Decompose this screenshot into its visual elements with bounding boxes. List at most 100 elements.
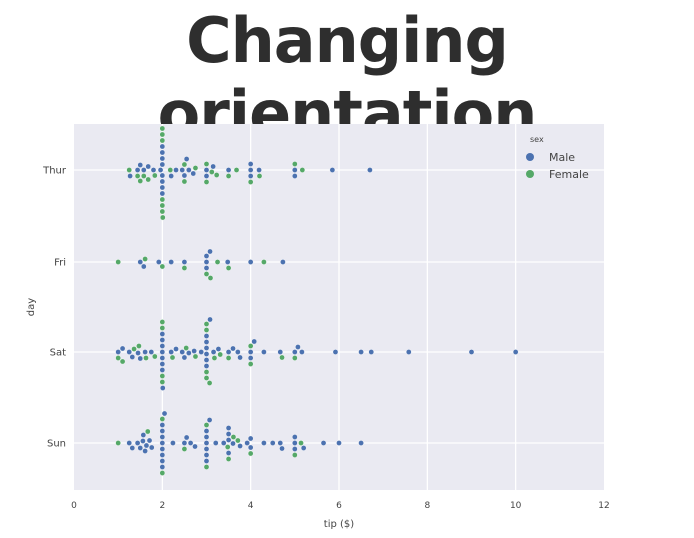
point-male-sun — [320, 440, 327, 446]
point-male-thur — [127, 173, 133, 179]
point-male-sun — [140, 438, 146, 444]
point-male-thur — [159, 190, 166, 197]
point-male-thur — [210, 163, 216, 170]
point-male-sat — [358, 349, 364, 355]
point-male-sat — [203, 363, 210, 369]
point-female-sat — [203, 321, 210, 327]
y-tick-label: Sun — [47, 439, 66, 450]
point-male-fri — [280, 259, 286, 265]
point-male-thur — [203, 167, 210, 173]
point-female-sat — [115, 355, 121, 361]
point-female-sun — [203, 422, 210, 428]
point-male-sun — [183, 434, 190, 441]
point-male-sun — [277, 440, 284, 446]
point-male-sat — [405, 349, 412, 355]
point-female-sat — [192, 353, 199, 360]
point-female-thur — [167, 167, 174, 173]
point-female-sun — [159, 416, 166, 422]
point-female-thur — [159, 214, 166, 221]
point-male-sat — [119, 345, 126, 352]
point-male-fri — [203, 253, 210, 259]
point-male-thur — [140, 167, 147, 173]
point-male-sat — [207, 316, 213, 323]
point-male-sat — [292, 349, 298, 355]
point-male-fri — [181, 259, 188, 265]
point-female-fri — [181, 265, 188, 271]
point-female-fri — [261, 259, 267, 265]
point-male-thur — [183, 156, 190, 162]
x-tick-label: 6 — [336, 501, 342, 511]
point-male-sun — [225, 450, 232, 456]
y-tick-label: Sat — [50, 348, 66, 359]
legend: sex Male Female — [526, 135, 589, 181]
point-male-sun — [159, 440, 166, 446]
point-male-sun — [159, 464, 166, 470]
point-female-fri — [159, 263, 166, 270]
point-female-thur — [159, 202, 166, 209]
point-male-sun — [142, 448, 148, 454]
point-male-sun — [279, 445, 285, 452]
point-female-sat — [143, 355, 149, 361]
point-male-sat — [186, 350, 192, 356]
point-female-thur — [256, 173, 263, 179]
point-male-sat — [173, 346, 179, 352]
point-female-thur — [292, 161, 298, 167]
point-female-thur — [159, 125, 166, 132]
point-male-thur — [256, 167, 262, 173]
point-female-thur — [145, 176, 151, 183]
point-male-thur — [159, 161, 166, 168]
point-male-fri — [207, 248, 213, 255]
point-male-thur — [292, 173, 298, 179]
legend-marker-male — [526, 153, 534, 161]
point-male-sat — [235, 349, 241, 355]
point-male-thur — [159, 143, 166, 150]
point-female-sun — [144, 428, 151, 435]
point-male-sun — [336, 440, 342, 446]
point-male-thur — [292, 167, 298, 173]
point-male-sun — [206, 417, 213, 423]
point-female-sat — [203, 327, 210, 333]
point-male-fri — [203, 259, 210, 265]
point-male-sun — [148, 444, 155, 451]
point-female-thur — [126, 167, 133, 173]
point-female-thur — [192, 165, 199, 171]
point-female-sat — [136, 343, 142, 349]
point-male-thur — [247, 161, 254, 167]
point-male-sat — [203, 357, 210, 363]
point-male-sat — [159, 337, 166, 343]
point-male-fri — [168, 259, 174, 265]
point-male-sun — [159, 434, 166, 440]
point-male-sat — [203, 339, 210, 345]
point-male-thur — [203, 173, 210, 179]
point-female-thur — [137, 178, 144, 184]
point-male-sat — [159, 343, 166, 349]
x-tick-label: 2 — [159, 501, 165, 511]
point-female-sat — [279, 354, 285, 361]
point-male-sun — [137, 445, 144, 451]
point-male-sat — [225, 349, 232, 355]
point-male-fri — [203, 265, 210, 271]
point-male-sun — [358, 440, 364, 446]
point-male-sun — [203, 440, 210, 446]
point-male-thur — [134, 167, 141, 173]
point-female-thur — [181, 178, 188, 185]
point-male-sun — [225, 431, 232, 437]
point-male-sat — [159, 367, 166, 373]
point-female-sat — [292, 355, 298, 361]
point-female-thur — [213, 172, 220, 178]
point-male-sat — [159, 385, 166, 391]
x-tick-label: 8 — [424, 501, 430, 511]
point-male-sat — [468, 349, 475, 355]
point-male-sat — [237, 354, 243, 361]
point-female-sat — [247, 343, 254, 349]
point-male-sun — [261, 440, 267, 446]
point-female-sat — [211, 355, 218, 361]
point-female-thur — [247, 179, 254, 185]
point-male-thur — [173, 167, 179, 173]
point-male-thur — [225, 167, 232, 173]
point-male-thur — [179, 167, 186, 173]
point-female-sat — [247, 361, 254, 367]
point-male-fri — [247, 259, 254, 265]
point-male-sun — [244, 440, 250, 446]
point-male-sun — [170, 440, 176, 446]
